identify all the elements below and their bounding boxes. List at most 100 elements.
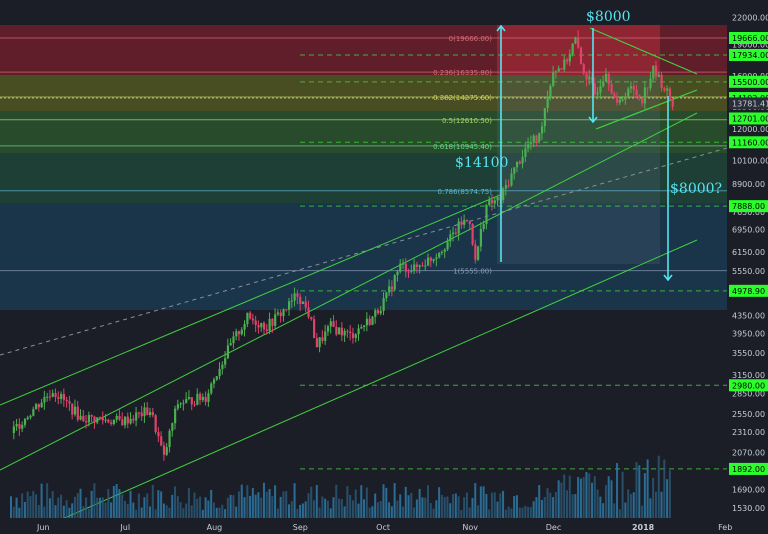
volume-bar (260, 497, 263, 518)
candle-body (554, 71, 558, 73)
price-tick-label: 22000.00 (732, 13, 768, 22)
volume-bar (160, 491, 163, 518)
month-tick-label: Oct (376, 523, 390, 532)
volume-bar (193, 492, 196, 518)
price-tick-label: 6950.00 (732, 225, 765, 234)
volume-bar (540, 499, 543, 518)
fib-label: 0.5(12610.50) (442, 117, 492, 125)
volume-bar (321, 496, 324, 518)
volume-bar (210, 489, 213, 518)
candle-body (518, 161, 521, 164)
volume-bar (251, 487, 254, 518)
volume-bar (143, 497, 146, 518)
candle-body (260, 322, 263, 328)
volume-bar (399, 494, 402, 518)
candle-body (12, 426, 15, 433)
volume-bar (635, 462, 638, 518)
candle-body (660, 74, 663, 89)
volume-bar (643, 473, 646, 518)
candle-body (621, 99, 624, 101)
volume-bar (229, 494, 232, 518)
volume-bar (185, 503, 188, 518)
candle-body (438, 252, 441, 258)
volume-bar (282, 491, 285, 518)
volume-bar (190, 505, 193, 518)
candle-body (635, 89, 638, 96)
candle-body (240, 329, 243, 335)
volume-bar (132, 502, 135, 518)
candle-body (318, 337, 321, 348)
candle-body (93, 416, 96, 423)
volume-bar (663, 459, 666, 518)
volume-bar (393, 483, 396, 518)
price-axis[interactable]: 22000.0019000.0016000.0013500.0012000.00… (727, 0, 768, 534)
volume-bar (568, 475, 571, 518)
candle-body (527, 144, 530, 149)
candle-body (207, 393, 210, 402)
volume-bar (23, 502, 26, 518)
volume-bar (221, 504, 224, 518)
candle-body (126, 416, 129, 424)
volume-bar (621, 471, 624, 518)
volume-bar (371, 506, 374, 518)
candle-body (282, 309, 285, 317)
volume-bar (424, 497, 427, 518)
candle-body (641, 97, 644, 104)
candle-body (646, 87, 649, 89)
candle-body (613, 93, 616, 98)
candle-body (293, 293, 296, 301)
volume-bar (15, 497, 18, 518)
candle-body (87, 415, 91, 423)
candle-body (566, 59, 569, 62)
arrow-down-8000-question-head (663, 274, 673, 282)
candle-body (73, 406, 77, 415)
volume-bar (37, 505, 40, 518)
candle-body (418, 265, 421, 267)
candle-body (579, 47, 583, 65)
volume-bar (351, 500, 354, 518)
candle-body (110, 422, 113, 424)
candle-body (404, 263, 407, 272)
volume-bar (438, 487, 441, 518)
candle-body (427, 257, 430, 266)
candle-body (29, 415, 32, 418)
price-tag (729, 32, 768, 44)
candle-body (560, 68, 563, 70)
candle-body (607, 73, 610, 85)
volume-bar (552, 497, 555, 518)
candle-body (101, 418, 104, 421)
candle-body (502, 188, 505, 200)
price-tag-label: 11160.00 (732, 138, 768, 147)
candle-body (407, 271, 410, 273)
candle-body (463, 219, 466, 225)
candle-body (452, 232, 455, 235)
candle-body (435, 257, 438, 259)
candle-body (157, 432, 160, 437)
volume-bar (602, 503, 605, 518)
candle-body (349, 331, 352, 334)
candle-body (443, 249, 446, 252)
volume-bar (46, 483, 49, 518)
volume-bar (493, 492, 496, 518)
candle-body (460, 221, 463, 225)
time-axis[interactable]: Jun Jul Aug Sep Oct Nov Dec 2018 Feb (0, 518, 732, 534)
candle-body (546, 96, 549, 109)
candle-body (324, 331, 327, 341)
candle-body (557, 68, 560, 72)
volume-bar (176, 496, 179, 518)
candle-body (521, 156, 524, 164)
candle-body (262, 322, 266, 330)
candle-body (638, 95, 641, 98)
channel-line (59, 239, 698, 521)
volume-bar (477, 505, 480, 518)
candle-body (332, 321, 335, 327)
candle-body (379, 310, 382, 314)
candle-body (290, 300, 293, 302)
price-tag-label: 19666.00 (732, 34, 768, 43)
candle-body (493, 200, 496, 204)
candle-body (315, 338, 318, 348)
candle-body (399, 263, 402, 272)
annotation-14100: $14100 (455, 155, 508, 171)
candle-body (196, 393, 199, 405)
